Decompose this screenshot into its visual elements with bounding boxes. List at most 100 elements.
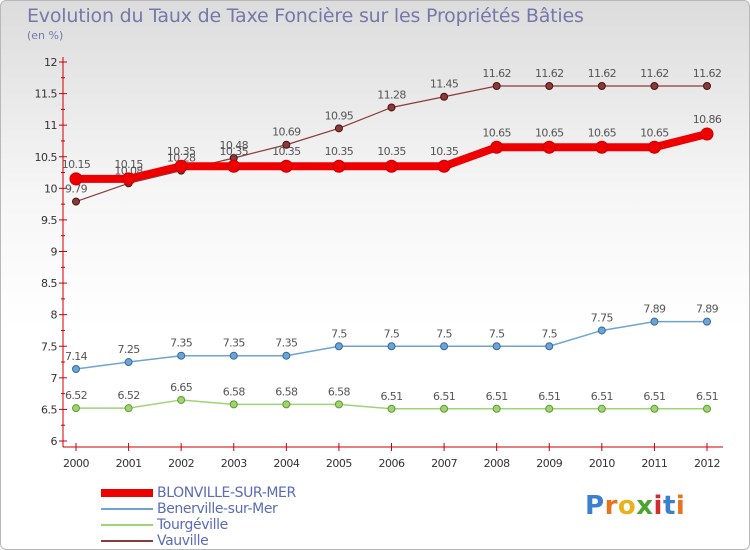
- data-point: [650, 404, 659, 413]
- data-label: 7.35: [223, 337, 246, 350]
- data-label: 6.51: [433, 390, 455, 403]
- data-point: [437, 159, 451, 173]
- data-label: 11.62: [693, 67, 722, 80]
- data-label: 6.65: [170, 381, 193, 394]
- data-label: 9.79: [65, 183, 88, 196]
- data-point: [72, 197, 80, 206]
- data-point: [177, 395, 186, 404]
- data-point: [597, 82, 606, 91]
- data-point: [440, 404, 449, 413]
- legend-swatch: [101, 489, 153, 497]
- data-label: 10.15: [62, 158, 91, 171]
- data-label: 6.51: [380, 390, 402, 403]
- y-tick-label: 6.5: [41, 403, 57, 416]
- data-point: [177, 351, 186, 360]
- data-label: 10.35: [167, 145, 196, 158]
- y-tick-label: 6: [51, 435, 58, 448]
- data-label: 10.48: [220, 139, 249, 152]
- y-tick-label: 9.5: [41, 214, 57, 227]
- y-tick-label: 7: [51, 372, 58, 385]
- data-label: 6.51: [538, 390, 560, 403]
- data-label: 7.14: [65, 350, 88, 363]
- legend-label: Vauville: [157, 533, 209, 549]
- data-label: 6.52: [65, 389, 87, 402]
- data-point: [72, 364, 80, 373]
- data-point: [440, 92, 449, 101]
- data-label: 7.89: [643, 303, 666, 316]
- x-tick-label: 2012: [694, 457, 720, 470]
- data-label: 10.65: [535, 126, 564, 139]
- logo-letter: t: [662, 491, 676, 521]
- y-tick-label: 8: [51, 309, 58, 322]
- data-point: [282, 140, 291, 149]
- data-label: 6.52: [118, 389, 140, 402]
- logo-letter: r: [604, 491, 618, 521]
- data-point: [334, 400, 343, 409]
- data-label: 6.51: [486, 390, 508, 403]
- data-point: [334, 124, 343, 133]
- x-tick-label: 2010: [589, 457, 615, 470]
- y-tick-label: 11: [44, 119, 57, 132]
- legend-swatch: [101, 540, 153, 542]
- data-point: [650, 82, 659, 91]
- data-label: 10.35: [272, 145, 301, 158]
- data-point: [387, 342, 396, 351]
- data-point: [492, 342, 501, 351]
- x-tick-label: 2001: [116, 457, 142, 470]
- data-point: [440, 342, 449, 351]
- data-label: 10.28: [167, 152, 196, 165]
- data-label: 10.65: [482, 126, 511, 139]
- legend-label: BLONVILLE-SUR-MER: [157, 485, 296, 501]
- chart-title: Evolution du Taux de Taxe Foncière sur l…: [27, 5, 584, 27]
- data-point: [703, 317, 711, 326]
- data-point: [700, 127, 714, 141]
- data-label: 10.95: [325, 109, 354, 122]
- data-label: 11.62: [588, 67, 617, 80]
- data-label: 6.51: [696, 390, 718, 403]
- x-tick-label: 2009: [536, 457, 562, 470]
- data-label: 10.35: [325, 145, 354, 158]
- data-label: 7.5: [384, 327, 400, 340]
- data-label: 6.58: [328, 385, 351, 398]
- data-point: [595, 140, 609, 154]
- x-tick-label: 2008: [484, 457, 510, 470]
- data-point: [387, 404, 396, 413]
- x-tick-label: 2007: [431, 457, 457, 470]
- data-point: [703, 82, 711, 91]
- data-label: 11.28: [377, 88, 406, 101]
- data-label: 10.35: [377, 145, 406, 158]
- data-label: 11.62: [535, 67, 564, 80]
- data-point: [545, 82, 554, 91]
- legend-label: Benerville-sur-Mer: [157, 501, 278, 517]
- data-label: 6.58: [223, 385, 246, 398]
- data-point: [650, 317, 659, 326]
- data-point: [229, 400, 238, 409]
- data-label: 10.65: [640, 126, 669, 139]
- data-label: 7.75: [591, 311, 614, 324]
- logo-letter: P: [585, 491, 605, 521]
- data-label: 11.45: [430, 78, 459, 91]
- data-point: [387, 103, 396, 112]
- data-label: 6.51: [591, 390, 613, 403]
- data-point: [282, 351, 291, 360]
- data-point: [332, 159, 346, 173]
- x-tick-label: 2002: [168, 457, 194, 470]
- x-tick-label: 2004: [273, 457, 299, 470]
- y-tick-label: 10: [44, 182, 57, 195]
- data-point: [545, 404, 554, 413]
- x-tick-label: 2006: [379, 457, 405, 470]
- data-label: 10.86: [693, 113, 722, 126]
- data-label: 10.15: [114, 158, 143, 171]
- data-point: [545, 342, 554, 351]
- y-tick-label: 11.5: [35, 88, 58, 101]
- data-label: 7.5: [541, 327, 557, 340]
- y-tick-label: 7.5: [41, 340, 57, 353]
- data-point: [492, 404, 501, 413]
- data-label: 10.65: [588, 126, 617, 139]
- data-label: 11.62: [482, 67, 511, 80]
- logo-letter: i: [653, 491, 663, 521]
- data-label: 11.62: [640, 67, 669, 80]
- x-tick-label: 2011: [641, 457, 667, 470]
- data-label: 7.5: [331, 327, 347, 340]
- logo-letter: i: [675, 491, 686, 521]
